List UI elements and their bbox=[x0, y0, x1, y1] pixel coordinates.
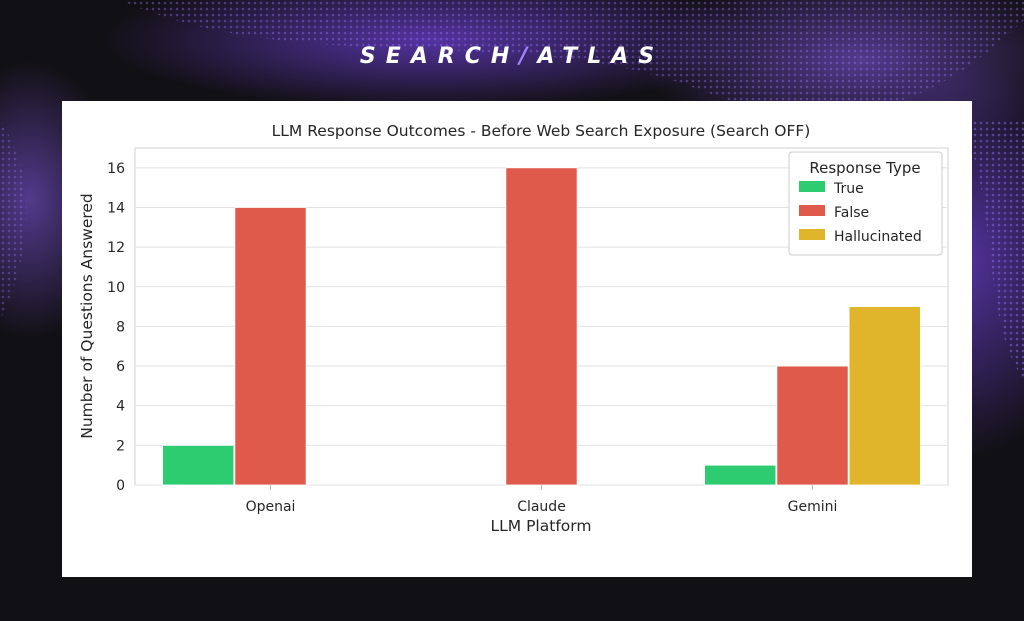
legend-label-hallucinated: Hallucinated bbox=[834, 229, 922, 245]
legend-box bbox=[788, 151, 943, 256]
bar-chart: 0 2 4 6 8 10 12 14 16 Openai Claude Gemini LLM Res… bbox=[78, 122, 949, 535]
y-tick-label: 14 bbox=[107, 200, 125, 216]
chart-title: LLM Response Outcomes - Before Web Searc… bbox=[272, 122, 811, 140]
bar-claude-false bbox=[505, 167, 578, 486]
y-tick-label: 6 bbox=[116, 359, 125, 375]
bars bbox=[162, 167, 921, 486]
logo-word-right: ATLAS bbox=[537, 44, 665, 69]
legend-label-true: True bbox=[833, 181, 864, 197]
y-tick-label: 8 bbox=[116, 319, 125, 335]
y-tick-label: 16 bbox=[107, 161, 125, 177]
x-tick-label: Gemini bbox=[788, 499, 838, 515]
legend-swatch-hallucinated bbox=[799, 229, 825, 240]
y-tick-label: 0 bbox=[116, 478, 125, 494]
legend-swatch-false bbox=[799, 205, 825, 216]
legend-label-false: False bbox=[834, 205, 869, 221]
x-tick-label: Claude bbox=[517, 499, 566, 515]
legend: Response Type True False Hallucinated bbox=[788, 151, 943, 256]
bar-openai-true bbox=[162, 444, 235, 486]
bar-gemini-hallucinated bbox=[848, 306, 921, 486]
logo-word-left: SEARCH bbox=[359, 44, 520, 69]
bar-openai-false bbox=[234, 207, 307, 486]
bar-gemini-false bbox=[776, 365, 849, 486]
x-axis-label: LLM Platform bbox=[491, 517, 592, 535]
legend-title: Response Type bbox=[809, 159, 920, 177]
bar-gemini-true bbox=[704, 464, 777, 486]
chart-card: 0 2 4 6 8 10 12 14 16 Openai Claude Gemini LLM Res… bbox=[62, 101, 972, 577]
x-tick-label: Openai bbox=[246, 499, 296, 515]
y-tick-label: 12 bbox=[107, 240, 125, 256]
y-tick-labels: 0 2 4 6 8 10 12 14 16 bbox=[107, 161, 125, 494]
y-axis-label: Number of Questions Answered bbox=[78, 193, 96, 439]
y-tick-label: 10 bbox=[107, 280, 125, 296]
legend-swatch-true bbox=[799, 181, 825, 192]
y-tick-label: 2 bbox=[116, 438, 125, 454]
x-tick-labels: Openai Claude Gemini bbox=[246, 485, 838, 515]
search-atlas-logo: SEARCH/ATLAS bbox=[0, 44, 1024, 69]
y-tick-label: 4 bbox=[116, 399, 125, 415]
logo-slash: / bbox=[519, 44, 538, 69]
